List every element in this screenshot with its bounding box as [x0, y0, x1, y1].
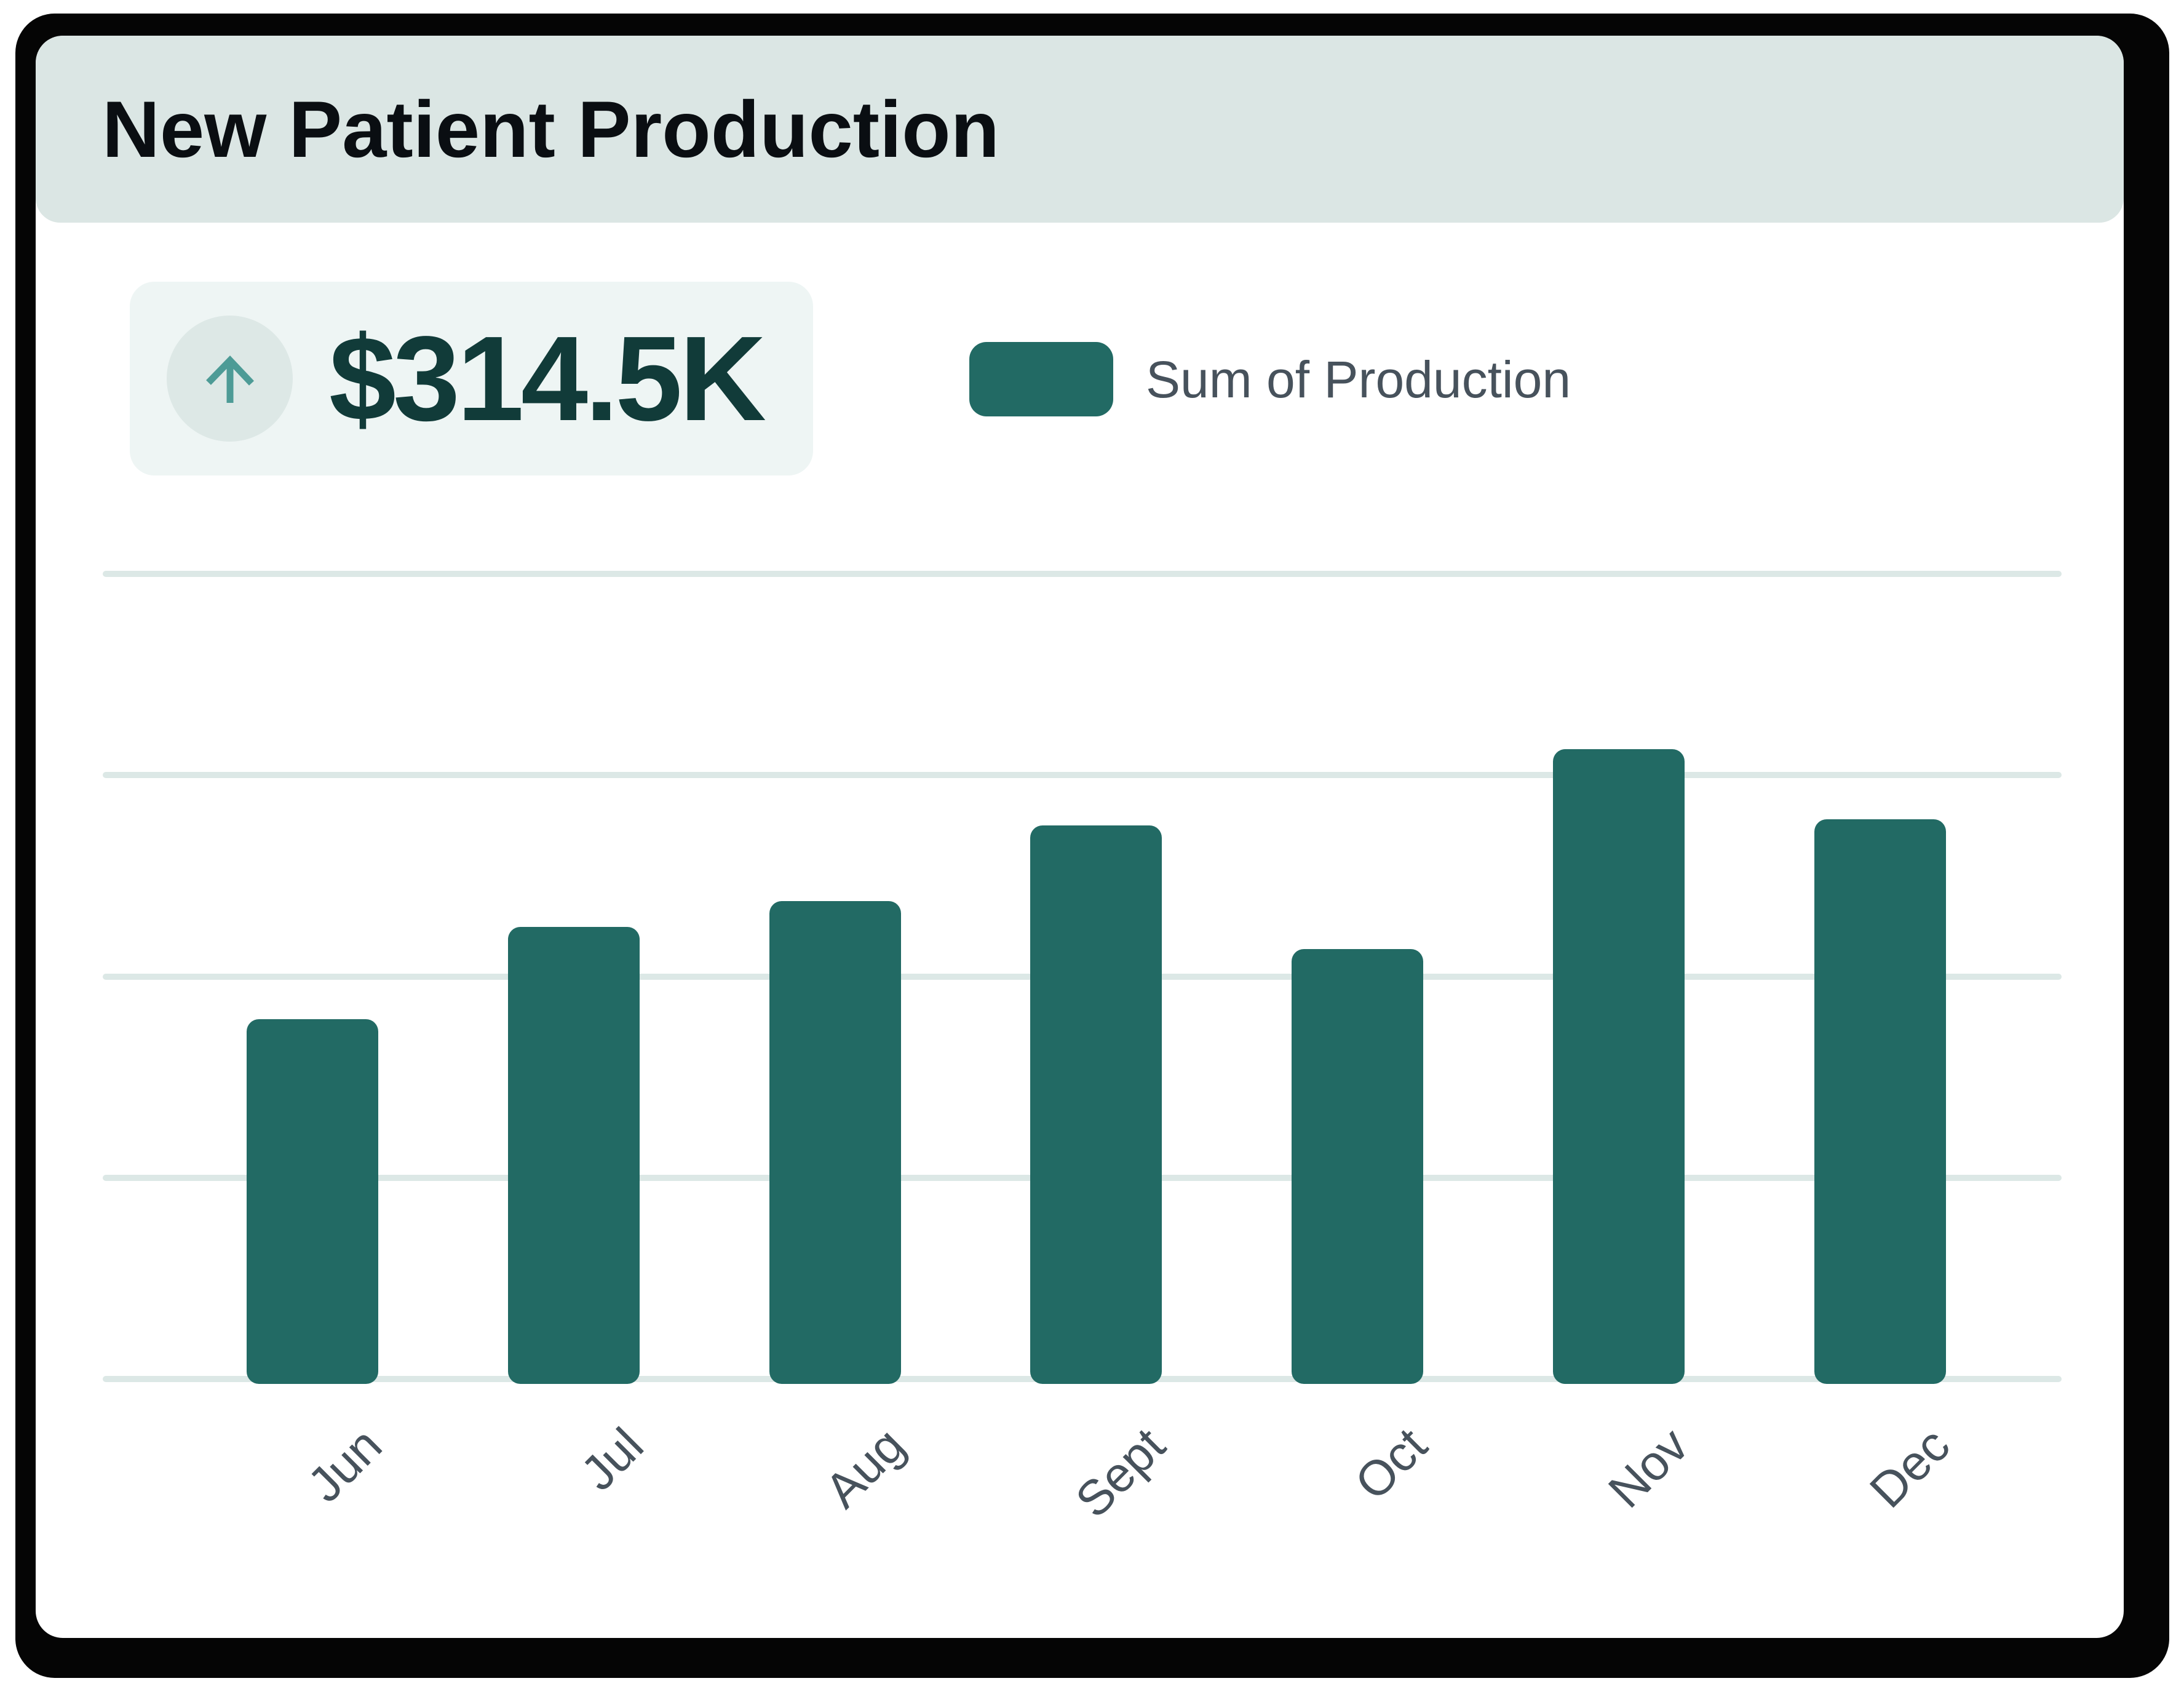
- kpi-chip: $314.5K: [130, 282, 813, 475]
- x-label-nov: Nov: [1597, 1417, 1699, 1518]
- bar-aug[interactable]: [769, 901, 901, 1384]
- gridline-1: [103, 571, 2062, 577]
- gridline-2: [103, 772, 2062, 778]
- bar-dec[interactable]: [1814, 819, 1946, 1384]
- legend: Sum of Production: [969, 342, 1571, 416]
- x-label-jun: Jun: [297, 1417, 392, 1512]
- kpi-value: $314.5K: [329, 311, 766, 446]
- legend-label: Sum of Production: [1146, 350, 1571, 408]
- bar-jun[interactable]: [247, 1019, 378, 1384]
- x-label-oct: Oct: [1344, 1417, 1437, 1511]
- bar-sept[interactable]: [1030, 825, 1162, 1384]
- x-label-jul: Jul: [570, 1417, 654, 1501]
- bar-oct[interactable]: [1292, 949, 1423, 1384]
- x-label-aug: Aug: [814, 1417, 915, 1519]
- bar-chart: Jun Jul Aug Sept Oct Nov Dec: [36, 36, 2124, 1638]
- bar-nov[interactable]: [1553, 749, 1685, 1384]
- arrow-up-icon: [205, 355, 254, 403]
- x-label-sept: Sept: [1065, 1417, 1176, 1528]
- card-frame: New Patient Production $314.5K Sum of Pr…: [15, 14, 2169, 1678]
- legend-swatch: [969, 342, 1113, 416]
- x-label-dec: Dec: [1859, 1417, 1960, 1518]
- bar-jul[interactable]: [508, 927, 640, 1384]
- card-title: New Patient Production: [102, 84, 1000, 174]
- card-header: New Patient Production: [36, 36, 2124, 223]
- new-patient-production-card: New Patient Production $314.5K Sum of Pr…: [36, 36, 2124, 1638]
- kpi-icon-circle: [167, 316, 293, 442]
